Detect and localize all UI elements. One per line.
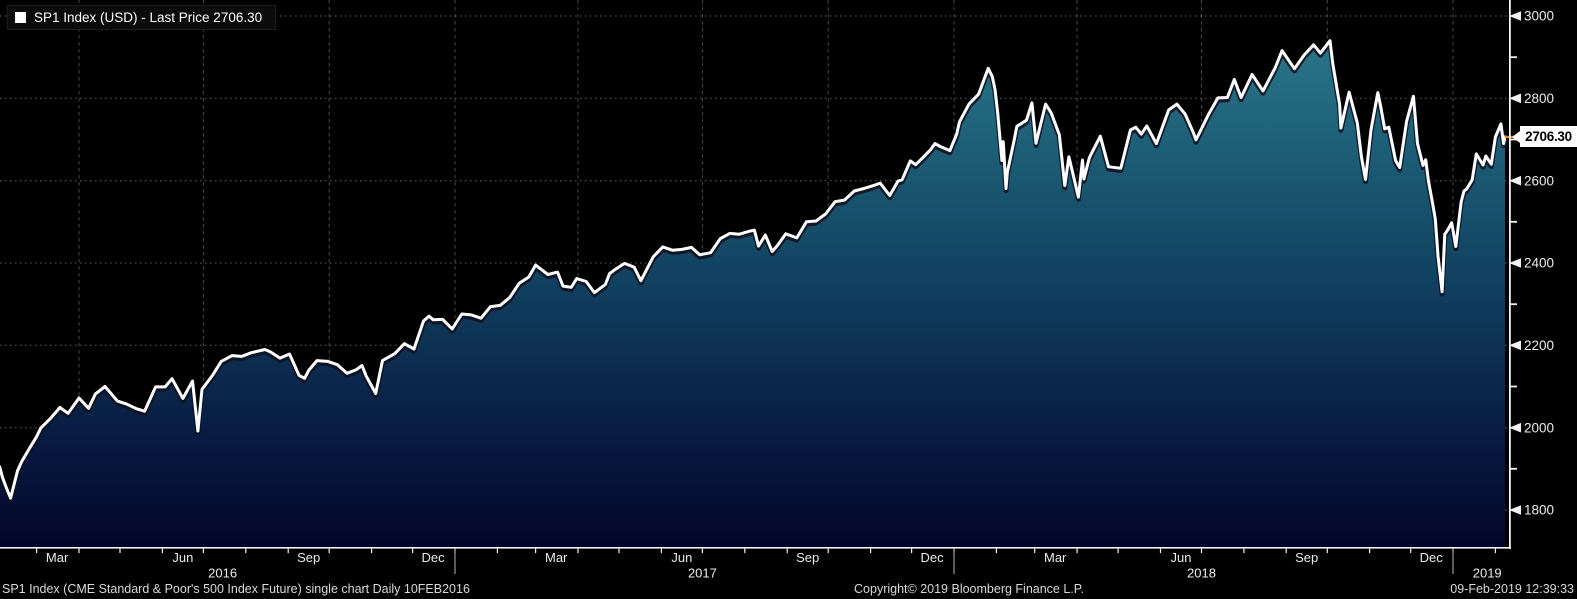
x-axis-labels: Mar Jun Sep Dec Mar Jun Sep Dec Mar Jun Sep Dec 2016… bbox=[46, 550, 1502, 581]
svg-text:2017: 2017 bbox=[688, 566, 717, 581]
svg-text:Dec: Dec bbox=[1420, 550, 1444, 565]
svg-text:Jun: Jun bbox=[1171, 550, 1192, 565]
svg-text:Mar: Mar bbox=[545, 550, 568, 565]
series-line bbox=[0, 39, 1507, 500]
svg-text:2200: 2200 bbox=[1524, 338, 1554, 353]
svg-text:Sep: Sep bbox=[297, 550, 320, 565]
svg-text:Dec: Dec bbox=[422, 550, 446, 565]
svg-text:Mar: Mar bbox=[1044, 550, 1067, 565]
svg-text:Sep: Sep bbox=[1295, 550, 1318, 565]
footer-chart-description: SP1 Index (CME Standard & Poor's 500 Ind… bbox=[2, 582, 470, 596]
svg-text:2019: 2019 bbox=[1473, 566, 1502, 581]
svg-text:Dec: Dec bbox=[921, 550, 945, 565]
footer-copyright: Copyright© 2019 Bloomberg Finance L.P. bbox=[854, 582, 1084, 596]
svg-text:3000: 3000 bbox=[1524, 9, 1554, 24]
svg-text:2400: 2400 bbox=[1524, 256, 1554, 271]
y-axis-line bbox=[1509, 0, 1511, 549]
svg-text:Mar: Mar bbox=[46, 550, 69, 565]
legend-label: SP1 Index (USD) - Last Price 2706.30 bbox=[34, 10, 263, 25]
svg-text:2800: 2800 bbox=[1524, 91, 1554, 106]
svg-text:Jun: Jun bbox=[172, 550, 193, 565]
y-axis-ticks: 3000 2800 2600 2400 2200 2000 1800 bbox=[1509, 9, 1554, 518]
svg-text:2016: 2016 bbox=[208, 566, 237, 581]
footer: SP1 Index (CME Standard & Poor's 500 Ind… bbox=[0, 580, 1577, 599]
x-axis-ticks bbox=[36, 548, 1496, 574]
series-swatch-icon bbox=[15, 12, 26, 23]
series-area bbox=[0, 40, 1505, 547]
legend: SP1 Index (USD) - Last Price 2706.30 bbox=[7, 5, 277, 30]
svg-text:2018: 2018 bbox=[1187, 566, 1216, 581]
svg-text:2000: 2000 bbox=[1524, 420, 1554, 435]
svg-text:Sep: Sep bbox=[796, 550, 819, 565]
x-axis-line bbox=[0, 547, 1511, 549]
svg-text:Jun: Jun bbox=[671, 550, 692, 565]
svg-text:1800: 1800 bbox=[1524, 503, 1554, 518]
svg-text:2600: 2600 bbox=[1524, 173, 1554, 188]
last-price-label: 2706.30 bbox=[1512, 126, 1577, 147]
footer-timestamp: 09-Feb-2019 12:39:33 bbox=[1450, 582, 1574, 596]
